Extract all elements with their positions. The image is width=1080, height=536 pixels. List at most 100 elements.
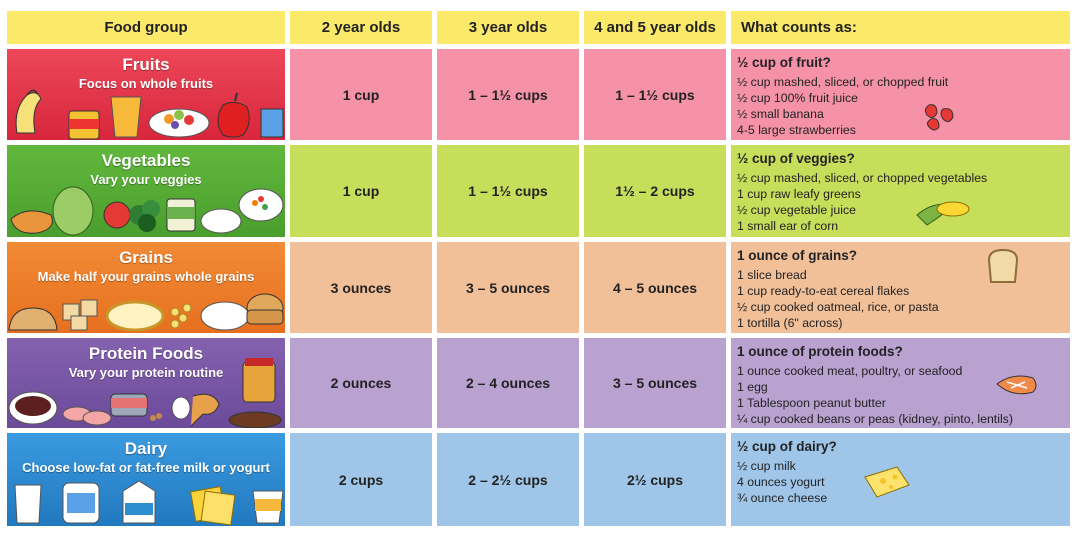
counts-item: 1 tortilla (6" across) [737,316,843,330]
amount-cell: 1 cup [290,145,432,237]
raisins-box-icon [260,108,284,138]
counts-item: 1 egg [737,380,768,394]
amount-cell: 1 – 1½ cups [437,145,579,237]
milk-glass-icon [14,484,42,524]
milk-carton-icon [122,480,156,524]
counts-title: ½ cup of veggies? [737,151,855,166]
counts-item: ½ cup milk [737,459,796,473]
category-tagline: Choose low-fat or fat-free milk or yogur… [22,460,270,475]
cheese-slices-icon [190,486,236,526]
beans-bowl-icon [8,391,58,425]
amount-cell: 1½ – 2 cups [584,145,726,237]
header-what-counts-label: What counts as: [741,19,857,36]
header-age-4-5-label: 4 and 5 year olds [594,19,716,36]
category-dairy: Dairy Choose low-fat or fat-free milk or… [7,433,285,526]
amount-cell: 1 – 1½ cups [584,49,726,140]
canned-fruit-icon [68,110,100,140]
amount-value: 2½ cups [626,471,684,488]
veggie-bowl-icon [238,188,284,222]
amount-value: 4 – 5 ounces [612,279,698,296]
amount-cell: 2 ounces [290,338,432,428]
counts-cell: ½ cup of dairy? ½ cup milk 4 ounces yogu… [731,433,1070,526]
nuts-icon [150,413,162,421]
counts-item: ¼ cup cooked beans or peas (kidney, pint… [737,412,1013,426]
amount-cell: 3 ounces [290,242,432,333]
fish-steak-icon [996,375,1037,395]
header-age-3: 3 year olds [437,11,579,44]
amount-value: 3 – 5 ounces [465,279,551,296]
header-age-3-label: 3 year olds [468,19,548,36]
header-what-counts: What counts as: [731,11,1070,44]
ham-slices-icon [62,406,112,426]
steak-icon [228,411,282,428]
header-food-group: Food group [7,11,285,44]
counts-title: 1 ounce of grains? [737,248,858,263]
peanut-butter-jar-icon [242,358,276,403]
amount-value: 3 – 5 ounces [612,375,698,391]
tuna-can-icon [110,393,148,417]
counts-item: ½ cup vegetable juice [737,203,856,217]
amount-value: 2 cups [338,471,384,488]
amount-cell: 1 cup [290,49,432,140]
pasta-icon [170,303,192,329]
amount-cell: 2½ cups [584,433,726,526]
counts-cell: 1 ounce of grains? 1 slice bread 1 cup r… [731,242,1070,333]
counts-title: 1 ounce of protein foods? [737,344,903,359]
category-tagline: Vary your veggies [90,172,202,187]
cauliflower-icon [200,208,242,234]
counts-cell: 1 ounce of protein foods? 1 ounce cooked… [731,338,1070,428]
swiss-cheese-icon [864,466,910,498]
category-fruits: Fruits Focus on whole fruits [7,49,285,140]
amount-value: 1 – 1½ cups [468,86,548,103]
category-name: Dairy [124,439,168,458]
amount-value: 3 ounces [330,279,392,296]
category-vegetables: Vegetables Vary your veggies [7,145,285,237]
rice-bowl-icon [200,301,250,331]
bread-loaf-icon [8,307,58,331]
category-grains: Grains Make half your grains whole grain… [7,242,285,333]
counts-item: 1 slice bread [737,268,807,282]
counts-item: 4-5 large strawberries [737,123,856,137]
header-food-group-label: Food group [104,19,188,36]
amount-value: 2 – 2½ cups [468,471,548,488]
counts-item: ½ cup mashed, sliced, or chopped vegetab… [737,171,988,185]
sweet-potato-icon [10,210,53,234]
amount-cell: 2 – 4 ounces [437,338,579,428]
green-beans-can-icon [166,198,196,232]
bun-icon [246,293,284,325]
counts-title: ½ cup of dairy? [737,439,837,454]
category-name: Fruits [122,55,170,74]
toast-icon [987,248,1019,283]
amount-cell: 1 – 1½ cups [437,49,579,140]
amount-value: 1 cup [342,86,380,103]
juice-glass-icon [110,96,142,138]
counts-item: 1 Tablespoon peanut butter [737,396,886,410]
category-name: Grains [119,248,173,267]
broccoli-icon [129,200,160,232]
category-tagline: Vary your protein routine [68,365,224,380]
header-age-4-5: 4 and 5 year olds [584,11,726,44]
corn-icon [916,201,970,226]
category-protein-foods: Protein Foods Vary your protein routine [7,338,285,428]
counts-item: ½ small banana [737,107,824,121]
banana-icon [15,89,42,134]
oatmeal-bowl-icon [105,300,165,332]
counts-item: 1 cup raw leafy greens [737,187,861,201]
amount-value: 1 – 1½ cups [468,183,548,199]
category-tagline: Focus on whole fruits [78,76,214,91]
category-name: Vegetables [101,151,191,170]
strawberries-icon [924,104,954,131]
amount-cell: 2 – 2½ cups [437,433,579,526]
amount-value: 1 cup [342,183,380,199]
counts-cell: ½ cup of veggies? ½ cup mashed, sliced, … [731,145,1070,237]
tomato-icon [103,201,131,229]
egg-icon [171,396,191,420]
counts-item: ½ cup mashed, sliced, or chopped fruit [737,75,949,89]
amount-cell: 3 – 5 ounces [437,242,579,333]
category-name: Protein Foods [88,344,204,363]
amount-cell: 3 – 5 ounces [584,338,726,428]
milk-jug-icon [62,482,100,524]
amount-cell: 2 cups [290,433,432,526]
header-age-2-label: 2 year olds [321,19,401,36]
amount-cell: 4 – 5 ounces [584,242,726,333]
